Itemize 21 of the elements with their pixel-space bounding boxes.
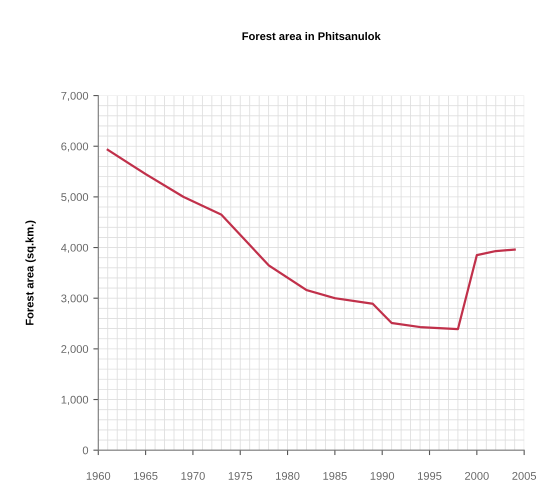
- x-tick-label: 1975: [228, 472, 252, 480]
- y-tick-label: 5,000: [61, 193, 88, 202]
- line-series: [106, 148, 516, 330]
- x-tick-label: 2005: [512, 472, 536, 480]
- y-tick-label: 3,000: [61, 294, 88, 304]
- y-tick-label: 1,000: [62, 396, 88, 405]
- x-tick-label: 1970: [181, 472, 205, 480]
- x-tick-label: 1990: [370, 472, 394, 480]
- x-tick-label: 1980: [276, 472, 300, 480]
- chart-title: Forest area in Phitsanulok: [242, 32, 381, 40]
- y-tick-label: 0: [82, 446, 88, 454]
- y-tick-label: 4,000: [61, 244, 88, 253]
- x-tick-label: 1995: [418, 472, 442, 480]
- x-tick-label: 1960: [86, 472, 110, 480]
- x-tick-label: 1965: [134, 472, 158, 480]
- y-tick-label: 6,000: [61, 142, 88, 152]
- x-tick-label: 1985: [323, 472, 347, 480]
- y-tick-label: 2,000: [61, 345, 88, 354]
- y-tick-label: 7,000: [61, 92, 88, 102]
- y-axis-title: Forest area (sq.km.): [25, 220, 36, 325]
- x-tick-label: 2000: [465, 472, 489, 480]
